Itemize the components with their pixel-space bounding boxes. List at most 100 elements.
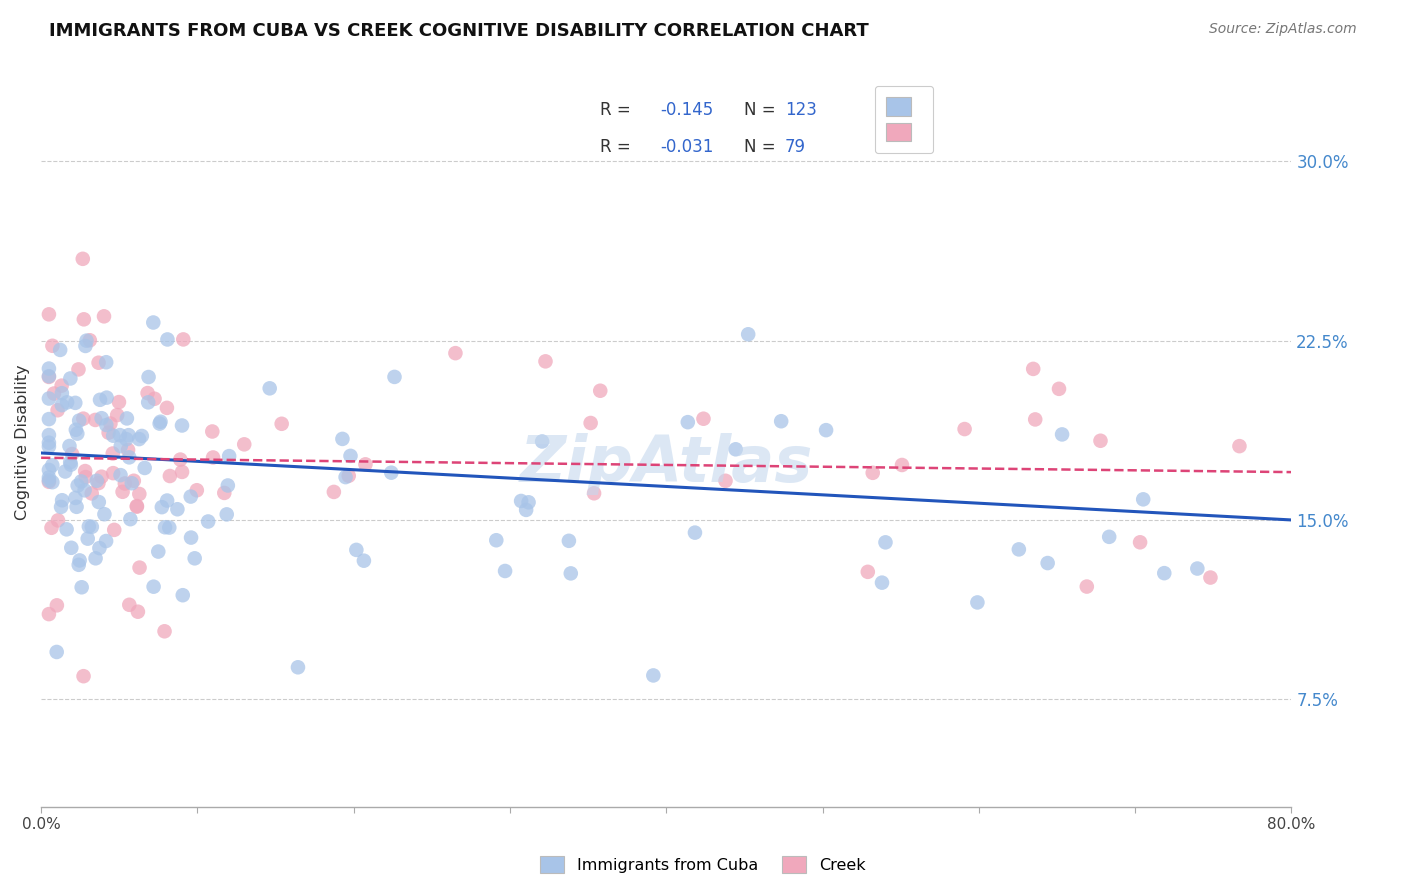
- Point: [84, 551, 107, 566]
- Point: [125, 500, 148, 514]
- Point: [38, 475, 60, 489]
- Point: [344, 542, 367, 557]
- Point: [583, 486, 606, 500]
- Point: [101, 446, 124, 460]
- Point: [214, 486, 236, 500]
- Point: [1187, 561, 1209, 575]
- Point: [197, 515, 219, 529]
- Point: [51, 378, 73, 392]
- Point: [131, 429, 153, 443]
- Point: [172, 588, 194, 602]
- Point: [73, 483, 96, 498]
- Point: [90, 469, 112, 483]
- Point: [1098, 530, 1121, 544]
- Point: [87, 495, 110, 509]
- Text: Source: ZipAtlas.com: Source: ZipAtlas.com: [1209, 22, 1357, 37]
- Point: [38, 470, 60, 484]
- Point: [683, 525, 706, 540]
- Point: [38, 607, 60, 621]
- Point: [180, 490, 202, 504]
- Point: [100, 417, 122, 431]
- Point: [67, 414, 90, 428]
- Point: [41, 521, 63, 535]
- Point: [136, 395, 159, 409]
- Point: [67, 362, 90, 376]
- Point: [143, 392, 166, 406]
- Point: [45, 599, 67, 613]
- Point: [337, 468, 360, 483]
- Point: [875, 535, 897, 549]
- Point: [1036, 556, 1059, 570]
- Point: [59, 371, 82, 385]
- Point: [58, 439, 80, 453]
- Point: [75, 470, 97, 484]
- Point: [66, 426, 89, 441]
- Point: [76, 334, 98, 348]
- Point: [75, 464, 97, 478]
- Point: [105, 408, 128, 422]
- Point: [89, 392, 111, 407]
- Point: [115, 411, 138, 425]
- Point: [218, 449, 240, 463]
- Point: [73, 312, 96, 326]
- Point: [84, 413, 107, 427]
- Point: [108, 428, 131, 442]
- Point: [110, 468, 132, 483]
- Point: [856, 565, 879, 579]
- Point: [589, 384, 612, 398]
- Point: [53, 465, 76, 479]
- Point: [233, 437, 256, 451]
- Point: [38, 392, 60, 406]
- Point: [45, 645, 67, 659]
- Point: [38, 428, 60, 442]
- Point: [38, 307, 60, 321]
- Point: [142, 316, 165, 330]
- Point: [80, 486, 103, 500]
- Point: [444, 346, 467, 360]
- Point: [142, 580, 165, 594]
- Point: [46, 513, 69, 527]
- Point: [72, 411, 94, 425]
- Point: [862, 466, 884, 480]
- Point: [149, 415, 172, 429]
- Point: [67, 558, 90, 572]
- Point: [101, 466, 124, 480]
- Point: [558, 533, 581, 548]
- Text: 79: 79: [785, 137, 806, 156]
- Point: [46, 403, 69, 417]
- Point: [51, 493, 73, 508]
- Point: [150, 500, 173, 515]
- Point: [153, 520, 176, 534]
- Point: [38, 435, 60, 450]
- Point: [97, 425, 120, 440]
- Point: [111, 484, 134, 499]
- Point: [159, 469, 181, 483]
- Point: [65, 491, 87, 505]
- Point: [136, 386, 159, 401]
- Point: [157, 520, 180, 534]
- Point: [65, 423, 87, 437]
- Point: [38, 474, 60, 488]
- Point: [76, 532, 98, 546]
- Point: [156, 333, 179, 347]
- Point: [287, 660, 309, 674]
- Point: [180, 531, 202, 545]
- Point: [1050, 427, 1073, 442]
- Point: [60, 541, 83, 555]
- Point: [114, 476, 136, 491]
- Point: [128, 432, 150, 446]
- Point: [339, 449, 361, 463]
- Text: N =: N =: [744, 102, 780, 120]
- Point: [1229, 439, 1251, 453]
- Point: [201, 425, 224, 439]
- Point: [42, 386, 65, 401]
- Point: [531, 434, 554, 449]
- Point: [65, 396, 87, 410]
- Point: [354, 458, 377, 472]
- Point: [127, 605, 149, 619]
- Point: [270, 417, 292, 431]
- Point: [93, 507, 115, 521]
- Text: IMMIGRANTS FROM CUBA VS CREEK COGNITIVE DISABILITY CORRELATION CHART: IMMIGRANTS FROM CUBA VS CREEK COGNITIVE …: [49, 22, 869, 40]
- Point: [485, 533, 508, 548]
- Point: [93, 310, 115, 324]
